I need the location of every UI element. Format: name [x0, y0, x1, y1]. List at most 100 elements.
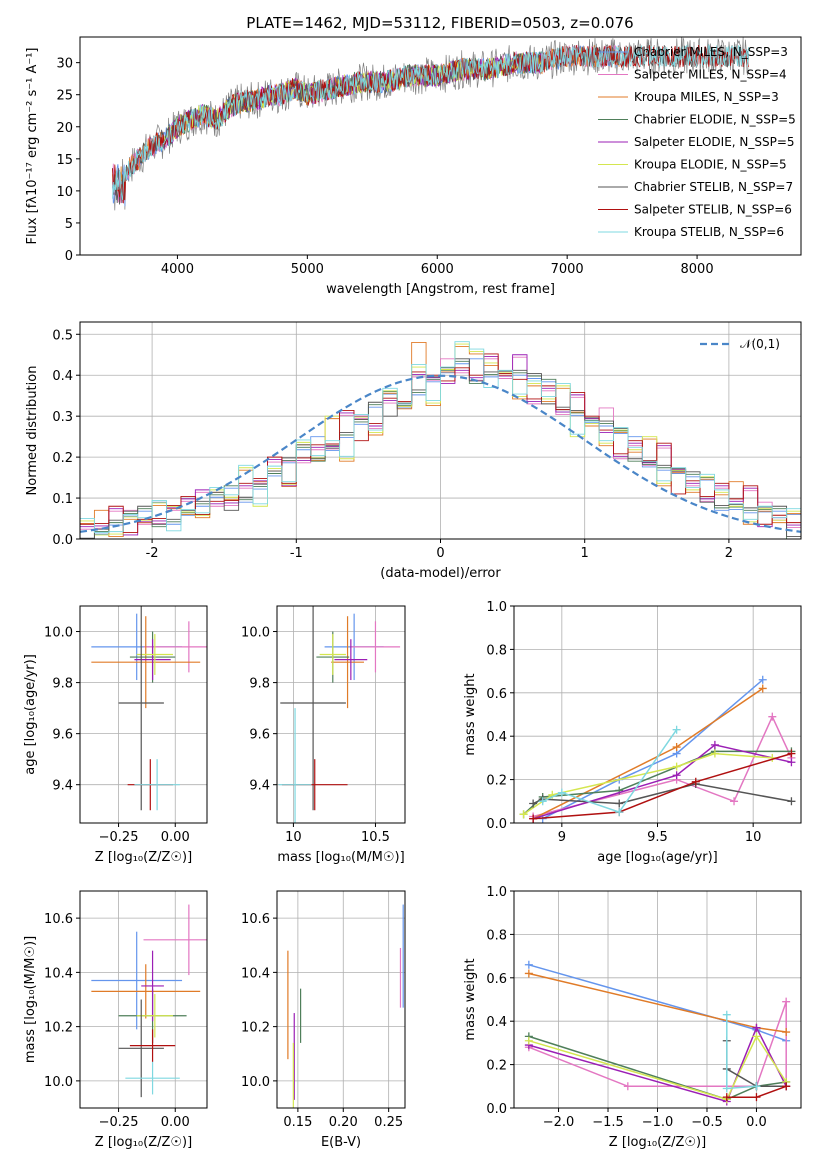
panel-massweight-vs-z: −2.0 −1.5 −1.0 −0.5 0.0 0.0 0.2 0.4 0.6 0.8 1.0 Z [… — [463, 885, 802, 1150]
x-axis-label: Z [log₁₀(Z/Z☉)] — [609, 1135, 706, 1150]
histogram-series — [80, 342, 801, 539]
data-point — [91, 616, 201, 709]
series-marker — [519, 810, 528, 819]
y-tick-label: 10.0 — [241, 1075, 270, 1090]
x-axis-label: E(B-V) — [321, 1135, 361, 1150]
series-marker — [752, 1023, 761, 1032]
series-marker — [752, 1093, 761, 1102]
data-point — [134, 759, 180, 811]
data-point — [350, 621, 401, 673]
x-tick-label: 4000 — [161, 262, 194, 277]
series-marker — [672, 771, 681, 780]
y-tick-label: 1.0 — [486, 885, 507, 900]
x-tick-label: 7000 — [551, 262, 584, 277]
y-tick-label: 10.6 — [241, 912, 270, 927]
series-marker — [782, 997, 791, 1006]
data-point — [118, 999, 164, 1098]
y-tick-label: 10 — [56, 185, 73, 200]
y-axis-label: mass [log₁₀(M/M☉)] — [23, 936, 38, 1063]
data-point — [278, 708, 312, 823]
y-tick-label: 1.0 — [486, 600, 507, 615]
series-marker — [752, 1082, 761, 1091]
series-marker — [615, 808, 624, 817]
series-line — [542, 729, 678, 813]
series-marker — [768, 712, 777, 721]
series-marker — [524, 960, 533, 969]
y-tick-label: 10.4 — [241, 966, 270, 981]
series-marker — [538, 797, 547, 806]
axes-frame — [79, 36, 802, 256]
y-tick-label: 0.6 — [486, 687, 507, 702]
spectrum-lines — [112, 37, 749, 211]
y-tick-label: 0.2 — [486, 1059, 507, 1074]
series-marker — [524, 1036, 533, 1045]
x-tick-label: −0.25 — [99, 830, 139, 845]
legend: Chabrier MILES, N_SSP=3 Salpeter MILES, N… — [598, 45, 796, 239]
y-tick-label: 0.4 — [52, 369, 73, 384]
axes-frame — [79, 605, 208, 824]
legend-entry: Chabrier STELIB, N_SSP=7 — [634, 180, 793, 194]
data-point — [141, 950, 164, 1022]
series-marker — [672, 725, 681, 734]
axes-frame — [79, 321, 802, 540]
x-tick-label: 0.25 — [374, 1115, 403, 1130]
y-tick-label: 20 — [56, 121, 73, 136]
series-line — [528, 1034, 787, 1101]
legend-entry: Salpeter ELODIE, N_SSP=5 — [634, 135, 795, 149]
y-tick-label: 0.0 — [52, 533, 73, 548]
y-tick-label: 0.5 — [52, 328, 73, 343]
y-tick-label: 0.0 — [486, 817, 507, 832]
y-tick-label: 0.3 — [52, 410, 73, 425]
x-axis-label: wavelength [Angstrom, rest frame] — [326, 282, 555, 297]
data-point — [280, 606, 346, 811]
legend-entry: Salpeter STELIB, N_SSP=6 — [634, 203, 792, 217]
series-marker — [529, 814, 538, 823]
axes-frame — [513, 605, 802, 824]
y-tick-label: 10.2 — [241, 1021, 270, 1036]
model-spectrum — [112, 43, 749, 200]
x-tick-label: 0.00 — [161, 830, 190, 845]
legend-entry: 𝒩(0,1) — [740, 337, 780, 351]
y-tick-label: 0.1 — [52, 492, 73, 507]
y-tick-label: 0.8 — [486, 928, 507, 943]
legend-entry: Kroupa STELIB, N_SSP=6 — [634, 225, 784, 239]
series-marker — [524, 969, 533, 978]
y-axis-label: mass weight — [463, 673, 478, 755]
histogram-series — [80, 341, 801, 539]
y-axis-label: age [log₁₀(age/yr)] — [23, 654, 38, 775]
gaussian-curve — [80, 374, 801, 533]
data-point — [91, 931, 183, 1030]
axes-frame — [79, 890, 208, 1109]
legend-entry: Chabrier ELODIE, N_SSP=5 — [634, 113, 796, 127]
y-tick-label: 0.8 — [486, 643, 507, 658]
data-point — [136, 994, 173, 1038]
series-marker — [787, 797, 796, 806]
y-tick-label: 10.0 — [241, 626, 270, 641]
legend-entry: Kroupa MILES, N_SSP=3 — [634, 90, 779, 104]
x-tick-label: 10 — [745, 830, 762, 845]
y-tick-label: 10.0 — [44, 1075, 73, 1090]
errorbars — [91, 606, 207, 811]
x-tick-label: 2 — [725, 546, 733, 561]
y-tick-label: 10.0 — [44, 626, 73, 641]
series-marker — [710, 749, 719, 758]
data-point — [134, 639, 171, 681]
data-point — [334, 639, 368, 681]
panel-massweight-vs-age: 9 9.5 10 0.0 0.2 0.4 0.6 0.8 1.0 age [log₁₀(age/y… — [463, 600, 802, 865]
y-tick-label: 0.0 — [486, 1102, 507, 1117]
series-marker — [787, 749, 796, 758]
series-marker — [722, 1010, 731, 1019]
series-line — [528, 964, 787, 1042]
series-line — [532, 783, 792, 805]
series-marker — [672, 762, 681, 771]
x-tick-label: 10 — [285, 830, 302, 845]
y-tick-label: 9.4 — [52, 779, 73, 794]
y-tick-label: 9.6 — [52, 728, 73, 743]
data-point — [143, 904, 207, 976]
data-point — [143, 621, 207, 673]
panel-age-vs-z: −0.25 0.00 9.4 9.6 9.8 10.0 Z [log₁₀(Z/Z☉)] age… — [23, 605, 208, 865]
x-tick-label: 9.5 — [647, 830, 668, 845]
x-tick-label: −0.25 — [99, 1115, 139, 1130]
data-point — [91, 964, 201, 1019]
